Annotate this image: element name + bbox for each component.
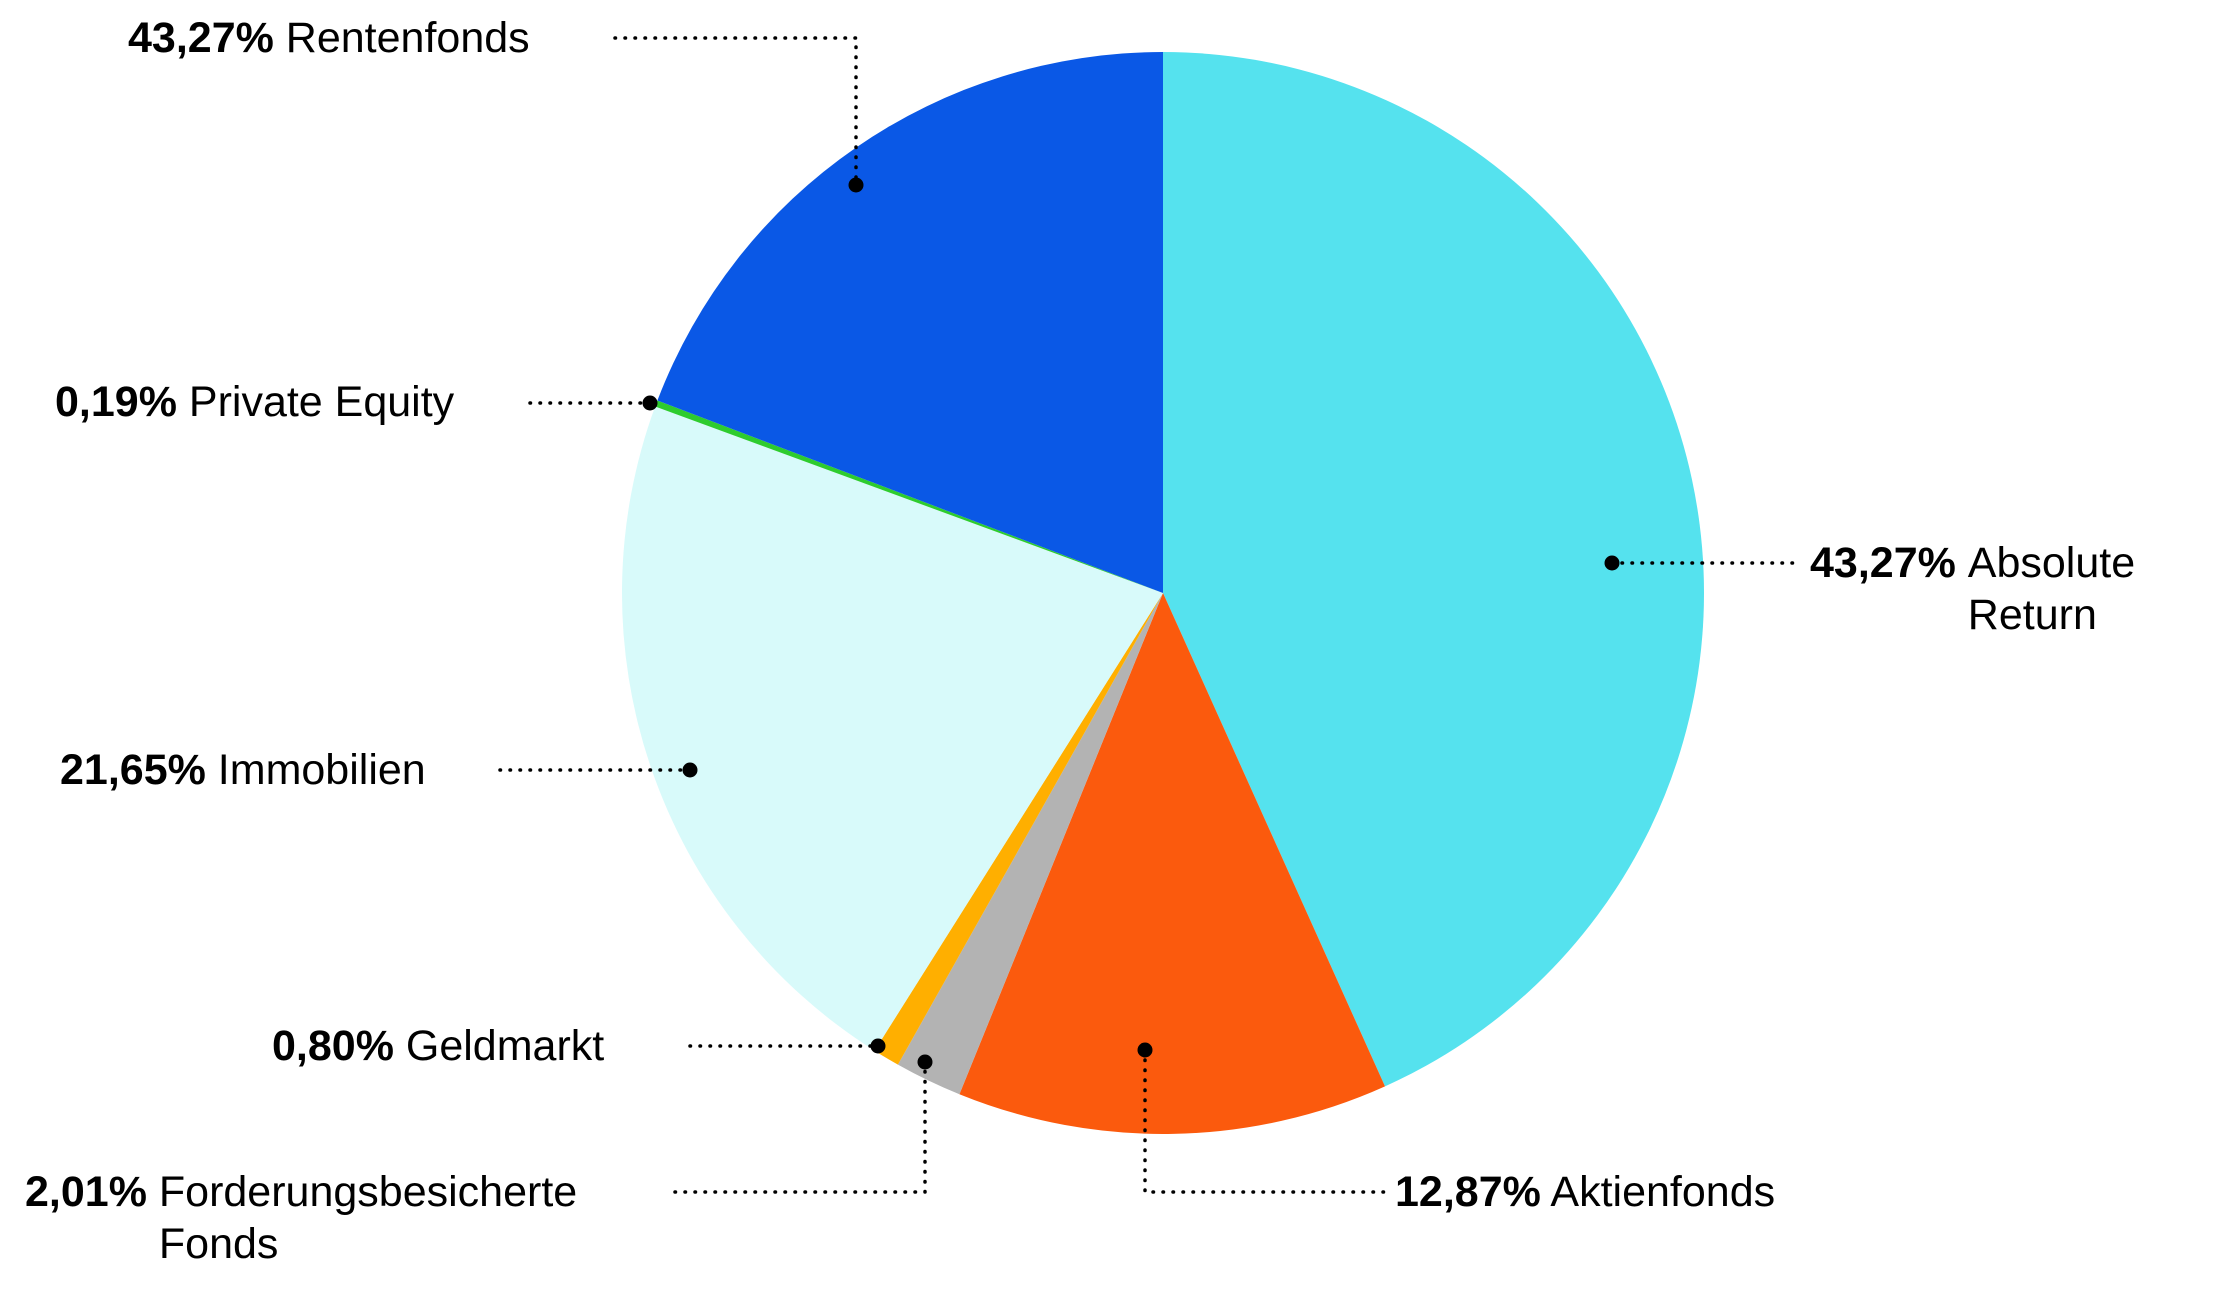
label-private-equity-percent: 0,19% <box>55 378 177 426</box>
label-immobilien-name: Immobilien <box>217 746 426 794</box>
anchor-dot-forderungsbesicherte <box>917 1054 933 1070</box>
label-absolute-return-name: Absolute Return <box>1967 539 2136 639</box>
anchor-dot-immobilien <box>682 762 698 778</box>
label-rentenfonds: 43,27% Rentenfonds <box>128 12 530 64</box>
pie-slices-group <box>621 51 1705 1135</box>
label-geldmarkt: 0,80% Geldmarkt <box>272 1020 604 1072</box>
leader-lines-group <box>498 36 1797 1194</box>
label-aktienfonds: 12,87% Aktienfonds <box>1395 1166 1775 1218</box>
pie-slice-rentenfonds <box>657 52 1163 593</box>
label-immobilien: 21,65% Immobilien <box>60 744 426 796</box>
label-rentenfonds-percent: 43,27% <box>128 14 274 62</box>
pie-slice-aktienfonds <box>959 593 1386 1135</box>
label-private-equity: 0,19% Private Equity <box>55 376 454 428</box>
label-immobilien-percent: 21,65% <box>60 746 206 794</box>
leader-line-forderungsbesicherte <box>673 1060 927 1194</box>
leader-line-rentenfonds <box>613 36 858 187</box>
anchor-dot-private-equity <box>642 395 658 411</box>
label-rentenfonds-name: Rentenfonds <box>285 14 530 62</box>
label-aktienfonds-percent: 12,87% <box>1395 1168 1541 1216</box>
anchor-dots-group <box>642 177 1620 1070</box>
leader-line-aktienfonds <box>1143 1048 1387 1194</box>
anchor-dot-rentenfonds <box>848 177 864 193</box>
label-absolute-return: 43,27% Absolute Return <box>1810 537 2178 641</box>
anchor-dot-geldmarkt <box>870 1038 886 1054</box>
label-aktienfonds-name: Aktienfonds <box>1550 1168 1776 1216</box>
pie-slice-geldmarkt <box>874 593 1163 1065</box>
label-geldmarkt-name: Geldmarkt <box>405 1022 605 1070</box>
label-forderungsbesicherte-fonds: 2,01% Forderungsbesicherte Fonds <box>25 1166 649 1270</box>
anchor-dot-absolute-return <box>1604 555 1620 571</box>
label-geldmarkt-percent: 0,80% <box>272 1022 394 1070</box>
anchor-dot-aktienfonds <box>1137 1042 1153 1058</box>
label-absolute-return-percent: 43,27% <box>1810 539 1956 587</box>
pie-slice-absolute-return <box>1163 51 1705 1087</box>
pie-slice-private-equity <box>655 400 1163 593</box>
pie-slice-forderungsbesicherte-fonds <box>897 593 1163 1095</box>
label-forderungsbesicherte-percent: 2,01% <box>25 1168 147 1216</box>
pie-slice-immobilien <box>621 406 1163 1051</box>
label-private-equity-name: Private Equity <box>188 378 455 426</box>
label-forderungsbesicherte-name: Forderungsbesicherte Fonds <box>158 1168 578 1268</box>
